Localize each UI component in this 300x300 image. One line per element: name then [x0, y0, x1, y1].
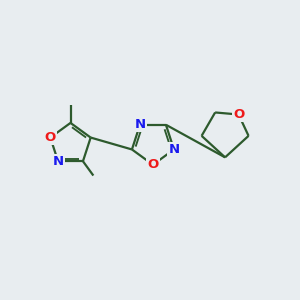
- Text: O: O: [147, 158, 159, 171]
- Text: O: O: [233, 108, 244, 121]
- Text: N: N: [168, 143, 179, 156]
- Text: O: O: [45, 131, 56, 144]
- Text: N: N: [134, 118, 146, 131]
- Text: N: N: [52, 155, 64, 168]
